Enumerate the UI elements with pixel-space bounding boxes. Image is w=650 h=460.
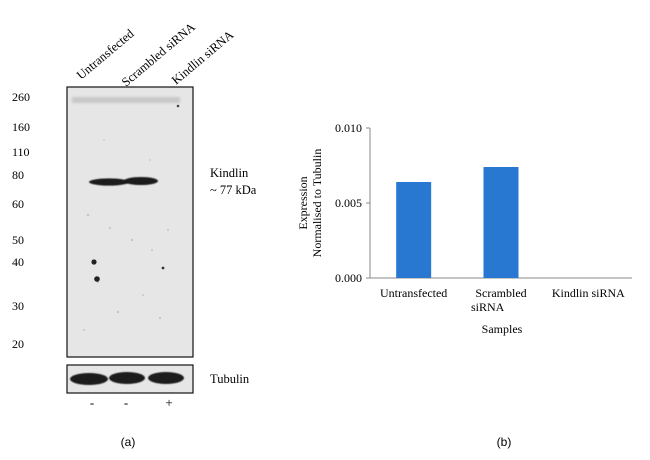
panel-label-b: (b) xyxy=(497,435,512,449)
western-blot-panel: Untransfected Scrambled siRNA Kindlin si… xyxy=(12,20,257,449)
mw-marker-160: 160 xyxy=(12,120,30,134)
band-label-size: ~ 77 kDa xyxy=(210,183,257,197)
mw-marker-110: 110 xyxy=(12,145,30,159)
treatment-sign-lane-2: - xyxy=(124,395,128,410)
y-tick-label: 0.010 xyxy=(335,121,362,135)
x-tick-label: Untransfected xyxy=(380,286,447,300)
loading-control-label: Tubulin xyxy=(210,372,250,386)
y-axis-label-line1: Expression xyxy=(296,176,310,229)
mw-marker-80: 80 xyxy=(12,168,24,182)
mw-marker-50: 50 xyxy=(12,233,24,247)
bars xyxy=(396,167,519,278)
mw-marker-260: 260 xyxy=(12,90,30,104)
mw-marker-20: 20 xyxy=(12,337,24,351)
bar-2 xyxy=(483,167,519,278)
y-ticks: 0.000 0.005 0.010 xyxy=(335,121,370,285)
panel-label-a: (a) xyxy=(121,435,136,449)
y-axis-label-line2: Normalised to Tubulin xyxy=(310,149,324,258)
band-label-kindlin: Kindlin xyxy=(210,166,249,180)
treatment-sign-lane-1: - xyxy=(90,395,94,410)
y-tick-label: 0.005 xyxy=(335,196,362,210)
main-blot xyxy=(66,86,194,358)
x-tick-label: Kindlin siRNA xyxy=(552,286,625,300)
mw-markers: 260 160 110 80 60 50 40 30 20 xyxy=(12,90,30,351)
mw-marker-40: 40 xyxy=(12,255,24,269)
bar-chart: 0.000 0.005 0.010 Untransfected Scrambledsi… xyxy=(296,121,632,449)
bar-1 xyxy=(396,182,432,278)
x-axis-label: Samples xyxy=(482,322,523,336)
x-tick-label: siRNA xyxy=(471,300,505,314)
treatment-sign-lane-3: + xyxy=(165,395,172,410)
tubulin-blot xyxy=(66,364,194,394)
mw-marker-30: 30 xyxy=(12,299,24,313)
x-tick-label: Scrambled xyxy=(475,286,526,300)
y-tick-label: 0.000 xyxy=(335,271,362,285)
mw-marker-60: 60 xyxy=(12,197,24,211)
